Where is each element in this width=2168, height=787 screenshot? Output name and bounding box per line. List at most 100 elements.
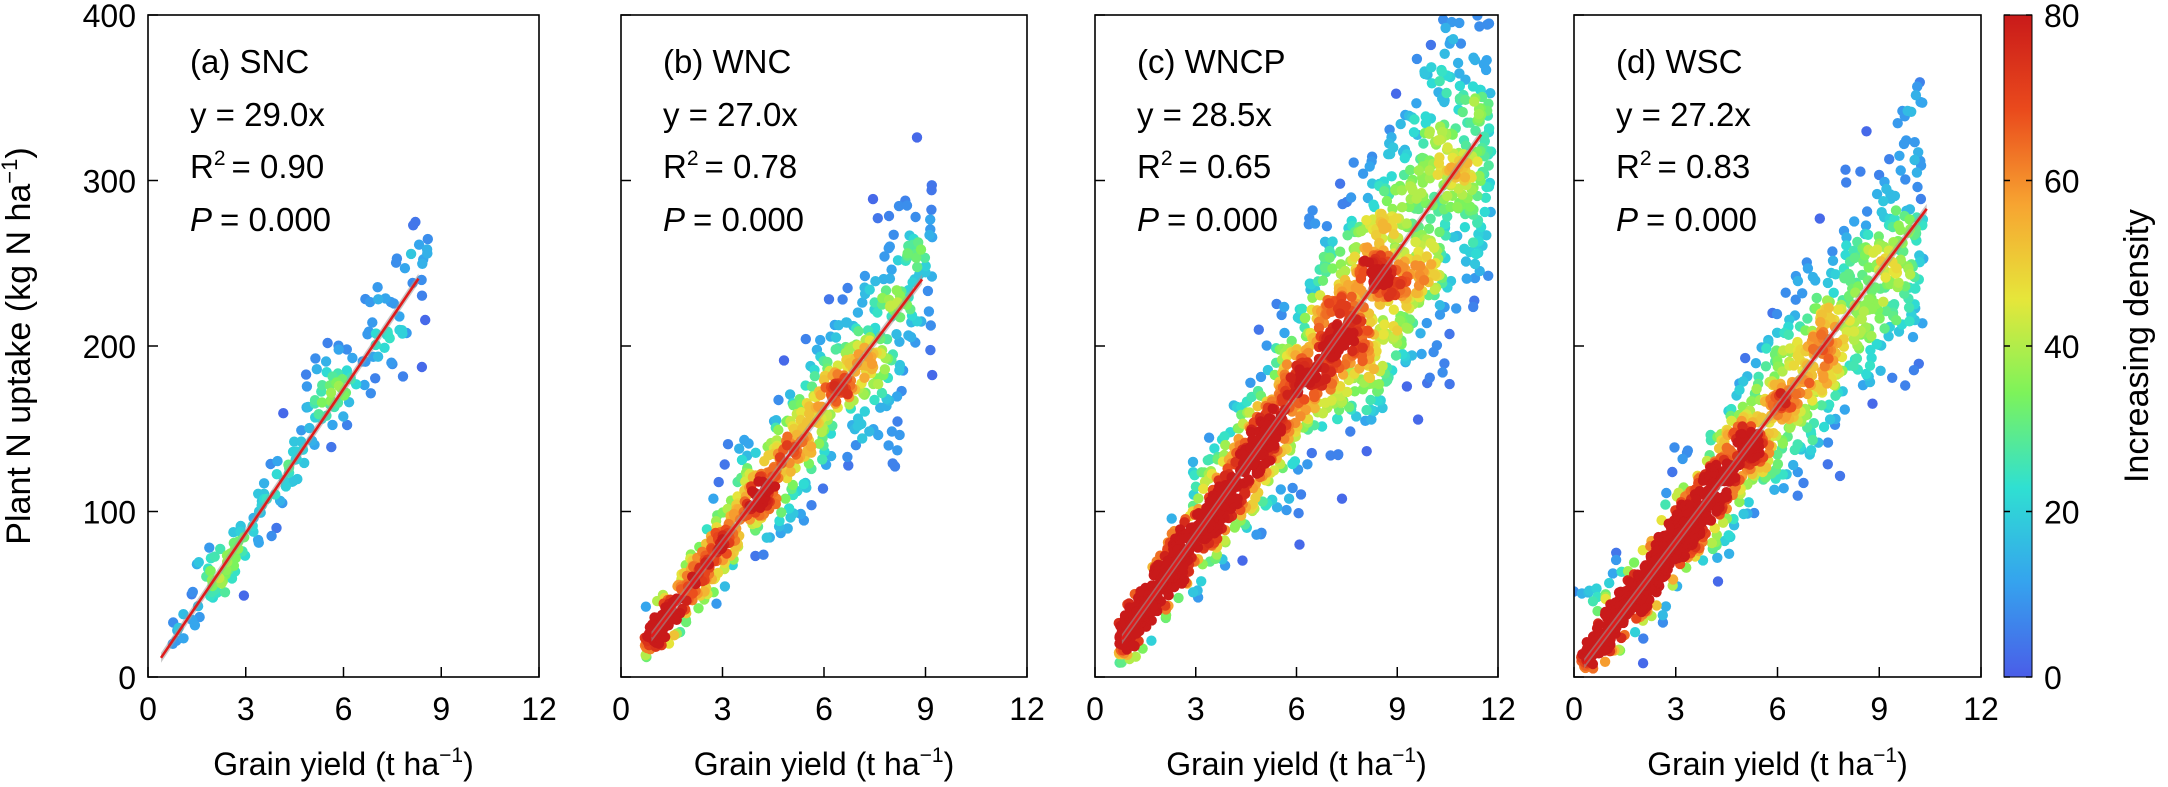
- scatter-point: [296, 425, 307, 436]
- scatter-point: [1607, 568, 1619, 579]
- scatter-point: [1386, 171, 1397, 182]
- scatter-point: [1357, 168, 1369, 179]
- scatter-point: [1818, 421, 1830, 433]
- scatter-point: [892, 255, 904, 266]
- scatter-point: [1697, 555, 1709, 566]
- scatter-point: [782, 523, 793, 534]
- scatter-point: [878, 273, 889, 285]
- scatter-point: [189, 620, 201, 631]
- x-axis-label-main: Grain yield (t ha: [694, 746, 920, 782]
- scatter-point: [1436, 66, 1448, 77]
- scatter-point: [1409, 114, 1420, 125]
- y-tick-label: 300: [83, 164, 136, 200]
- scatter-point: [1841, 240, 1852, 251]
- scatter-point: [1479, 206, 1491, 218]
- scatter-point: [1407, 184, 1418, 196]
- scatter-point: [736, 454, 748, 466]
- scatter-point: [1438, 15, 1449, 25]
- scatter-point: [1362, 325, 1374, 336]
- scatter-point: [866, 358, 878, 370]
- scatter-point: [1760, 361, 1772, 372]
- scatter-point: [320, 356, 332, 367]
- scatter-point: [1861, 206, 1873, 217]
- scatter-point: [693, 603, 704, 614]
- scatter-point: [422, 233, 433, 245]
- scatter-point: [1712, 576, 1724, 587]
- scatter-point: [1902, 105, 1913, 117]
- scatter-point: [1440, 22, 1451, 34]
- scatter-point: [1361, 215, 1372, 226]
- scatter-point: [1307, 205, 1318, 216]
- scatter-point: [1861, 368, 1872, 380]
- scatter-point: [1862, 229, 1874, 240]
- scatter-point: [1874, 313, 1885, 324]
- scatter-point: [1898, 138, 1910, 150]
- scatter-point: [1900, 174, 1911, 185]
- scatter-point: [1444, 328, 1455, 340]
- regression-equation: y = 27.0x: [663, 96, 798, 133]
- scatter-point: [1441, 87, 1452, 99]
- scatter-point: [1861, 126, 1872, 137]
- scatter-point: [209, 551, 220, 562]
- r-squared: R2 = 0.65: [1137, 147, 1271, 185]
- scatter-point: [1187, 456, 1199, 468]
- p-value-value: = 0.000: [1646, 201, 1757, 238]
- scatter-point: [379, 342, 390, 353]
- scatter-point: [1912, 81, 1923, 92]
- scatter-point: [1331, 320, 1342, 331]
- x-tick-label: 9: [1388, 691, 1406, 727]
- scatter-point: [1282, 389, 1293, 400]
- scatter-point: [850, 440, 862, 451]
- scatter-point: [722, 439, 734, 450]
- scatter-point: [1480, 64, 1492, 76]
- scatter-point: [1323, 298, 1335, 309]
- scatter-point: [859, 406, 870, 417]
- scatter-point: [1439, 96, 1450, 108]
- scatter-point: [815, 334, 826, 346]
- scatter-point: [1408, 127, 1420, 138]
- scatter-point: [1378, 223, 1389, 235]
- scatter-point: [1368, 266, 1380, 278]
- scatter-point: [853, 326, 864, 337]
- scatter-point: [782, 431, 793, 442]
- scatter-point: [205, 565, 216, 576]
- scatter-point: [1220, 439, 1231, 451]
- scatter-point: [1432, 169, 1443, 180]
- scatter-point: [1286, 335, 1297, 347]
- scatter-point: [1433, 135, 1444, 146]
- scatter-point: [867, 193, 879, 205]
- p-value: P = 0.000: [190, 201, 331, 238]
- scatter-point: [1166, 513, 1177, 524]
- scatter-point: [1772, 449, 1783, 460]
- scatter-point: [1281, 504, 1292, 516]
- scatter-point: [1300, 312, 1311, 323]
- scatter-point: [780, 493, 791, 504]
- colorbar-tick-label: 40: [2044, 329, 2080, 365]
- scatter-point: [1866, 330, 1877, 342]
- scatter-point: [1368, 199, 1379, 210]
- scatter-point: [1413, 165, 1425, 176]
- scatter-point: [1317, 408, 1329, 419]
- scatter-point: [708, 493, 719, 504]
- scatter-point: [266, 530, 277, 542]
- p-value: P = 0.000: [1616, 201, 1757, 238]
- scatter-point: [1313, 322, 1325, 334]
- scatter-point: [1229, 522, 1240, 533]
- scatter-point: [1437, 367, 1448, 378]
- scatter-point: [1347, 345, 1358, 357]
- scatter-point: [1470, 248, 1482, 260]
- x-tick-label: 3: [1667, 691, 1685, 727]
- scatter-point: [310, 353, 321, 364]
- p-value-label: P: [190, 201, 212, 238]
- scatter-point: [843, 345, 854, 357]
- scatter-point: [902, 248, 913, 259]
- scatter-point: [1306, 447, 1318, 459]
- scatter-point: [1792, 275, 1804, 287]
- scatter-point: [1790, 389, 1802, 400]
- scatter-point: [711, 598, 722, 609]
- y-axis-label: Plant N uptake (kg N ha−1): [0, 147, 38, 544]
- scatter-point: [1309, 218, 1321, 229]
- scatter-point: [1822, 437, 1834, 448]
- x-axis-label-sup: −1: [1873, 744, 1897, 767]
- regression-equation: y = 27.2x: [1616, 96, 1751, 133]
